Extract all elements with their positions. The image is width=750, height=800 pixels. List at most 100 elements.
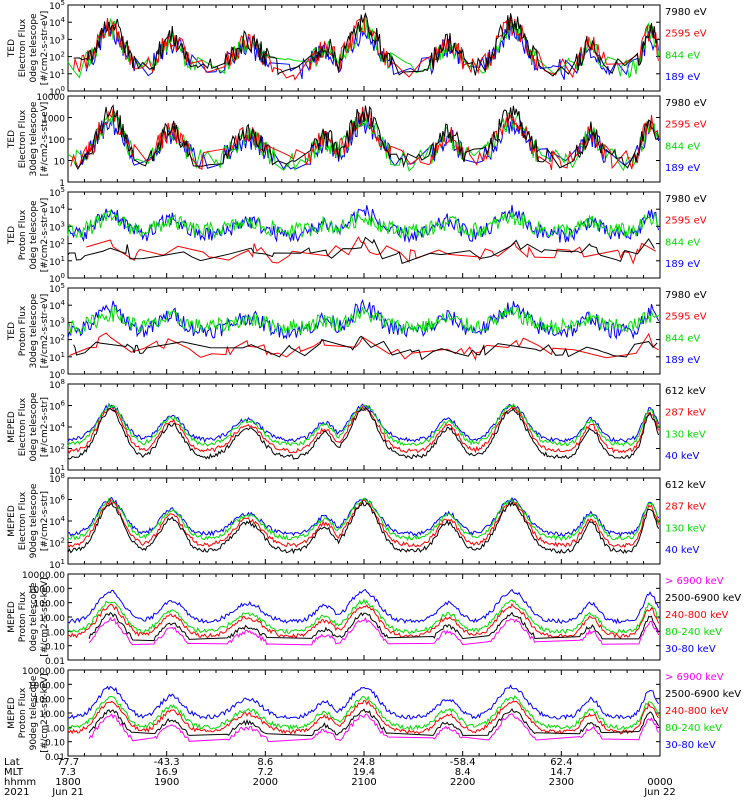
series-trace	[67, 402, 660, 443]
series-trace	[67, 299, 660, 340]
time-axis-value: Jun 21	[51, 787, 84, 798]
legend-label: > 6900 keV	[665, 672, 724, 683]
legend-label: 7980 eV	[665, 290, 707, 301]
y-axis-label: Proton Flux	[18, 305, 28, 356]
legend-label: 2500-6900 keV	[665, 593, 741, 604]
y-tick-label: 105	[49, 186, 65, 199]
series-trace	[67, 699, 660, 735]
legend-label: 30-80 keV	[665, 644, 716, 655]
time-axis-value: -58.4	[450, 757, 476, 768]
y-tick-label: 101	[49, 68, 65, 81]
y-tick-label: 100	[48, 136, 65, 146]
legend-label: 844 eV	[665, 50, 700, 61]
time-axis-value: 7.3	[60, 767, 76, 778]
y-tick-label: 103	[49, 33, 65, 46]
y-axis-label: 30deg telescope	[29, 101, 39, 176]
legend-label: 189 eV	[665, 72, 700, 83]
y-axis-label: TED	[7, 39, 17, 58]
y-axis-label: MEPED	[7, 601, 17, 633]
y-tick-label: 10000	[36, 93, 65, 103]
legend-label: 2595 eV	[665, 216, 707, 227]
y-axis-label: Electron Flux	[18, 491, 28, 550]
y-tick-label: 1000.00	[28, 585, 65, 595]
legend-label: 80-240 keV	[665, 627, 722, 638]
y-tick-label: 10000.00	[22, 571, 65, 581]
y-axis-label: [#/cm2-s-str-eV]	[40, 11, 50, 86]
y-tick-label: 1.00	[45, 628, 65, 638]
time-axis-value: 2200	[450, 777, 475, 788]
y-axis-label: Proton Flux	[18, 687, 28, 738]
y-axis-label: [#/cm2-s-str-keV]	[40, 673, 50, 752]
y-axis-label: [#/cm2-s-str-keV]	[40, 577, 50, 656]
series-trace	[73, 11, 659, 77]
time-axis-value: -43.3	[154, 757, 180, 768]
y-axis-label: Proton Flux	[18, 209, 28, 260]
time-axis-row-label: MLT	[4, 767, 24, 778]
legend-label: 7980 eV	[665, 194, 707, 205]
y-axis-label: 90deg telescope	[29, 483, 39, 558]
time-axis-value: 0000	[647, 777, 672, 788]
legend-label: 2500-6900 keV	[665, 689, 741, 700]
y-axis-label: [#/cm2-s-str]	[40, 397, 50, 457]
series-trace	[67, 497, 660, 542]
time-axis-value: 8.6	[257, 757, 273, 768]
legend-label: 130 keV	[665, 523, 706, 534]
series-trace	[67, 17, 660, 79]
panel-8: 0.01 0.10 1.00 10.00 100.00 1000.00 10000.00 ME…	[7, 667, 741, 763]
series-trace	[67, 684, 660, 721]
y-tick-label: 102	[49, 238, 65, 251]
y-axis-label: 0deg telescope	[29, 13, 39, 83]
series-trace	[68, 602, 660, 639]
y-axis-label: [#/cm2-s-str-eV]	[40, 198, 50, 273]
y-tick-label: 104	[49, 515, 65, 528]
y-axis-label: [#/cm2-s-str-eV]	[40, 102, 50, 177]
y-axis-label: TED	[7, 130, 17, 149]
series-trace	[67, 205, 660, 244]
series-trace	[67, 209, 659, 240]
time-axis-row-label: 2021	[4, 787, 29, 798]
time-axis-value: 62.4	[550, 757, 572, 768]
y-tick-label: 1.00	[45, 724, 65, 734]
legend-label: 844 eV	[665, 333, 700, 344]
y-axis-label: 0deg telescope	[29, 200, 39, 270]
y-axis-label: 90deg telescope	[29, 675, 39, 750]
y-axis-label: Proton Flux	[18, 591, 28, 642]
y-axis-label: [#/cm2-s-str-eV]	[40, 294, 50, 369]
y-axis-label: MEPED	[7, 411, 17, 443]
series-trace	[70, 106, 660, 171]
y-tick-label: 10000.00	[22, 667, 65, 677]
series-trace	[67, 405, 660, 454]
time-axis-value: 8.4	[455, 767, 471, 778]
y-tick-label: 0.01	[45, 657, 65, 667]
y-tick-label: 104	[49, 203, 65, 216]
legend-label: 2595 eV	[665, 312, 707, 323]
y-axis-label: 30deg telescope	[29, 293, 39, 368]
y-tick-label: 101	[49, 255, 65, 268]
legend-label: 612 keV	[665, 480, 706, 491]
series-trace	[73, 335, 658, 361]
series-trace	[88, 616, 660, 646]
series-trace	[88, 611, 660, 642]
y-tick-label: 1000.00	[28, 681, 65, 691]
y-axis-label: TED	[7, 226, 17, 245]
y-tick-label: 10	[54, 158, 66, 168]
y-axis-label: 0deg telescope	[29, 582, 39, 652]
legend-label: 80-240 keV	[665, 723, 722, 734]
legend-label: 189 eV	[665, 259, 700, 270]
time-axis-value: 2000	[253, 777, 278, 788]
y-tick-label: 10.00	[39, 710, 65, 720]
time-axis-value: 24.8	[353, 757, 375, 768]
legend-label: 844 eV	[665, 141, 700, 152]
y-axis-label: MEPED	[7, 697, 17, 729]
legend-label: 287 keV	[665, 502, 706, 513]
y-tick-label: 101	[49, 351, 65, 364]
y-tick-label: 102	[49, 334, 65, 347]
series-trace	[67, 695, 660, 731]
